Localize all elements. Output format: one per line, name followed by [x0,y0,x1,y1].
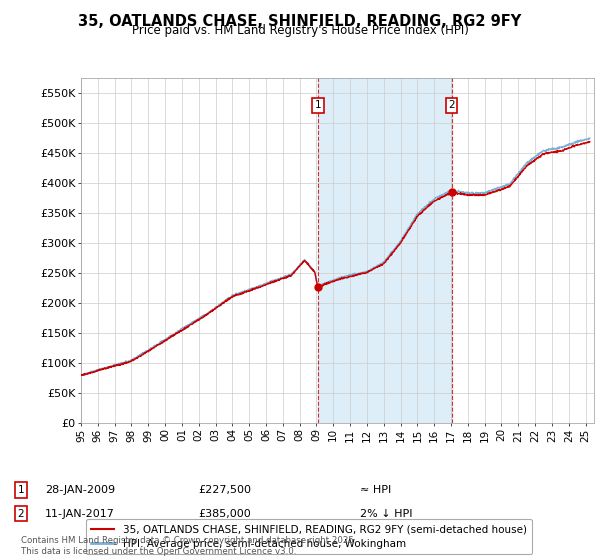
Text: 2% ↓ HPI: 2% ↓ HPI [360,508,413,519]
Text: Contains HM Land Registry data © Crown copyright and database right 2025.
This d: Contains HM Land Registry data © Crown c… [21,536,356,556]
Bar [318,78,452,423]
Text: £385,000: £385,000 [198,508,251,519]
Text: 28-JAN-2009: 28-JAN-2009 [45,485,115,495]
Text: £227,500: £227,500 [198,485,251,495]
Text: 1: 1 [17,485,25,495]
Text: 1: 1 [314,100,321,110]
Text: ≈ HPI: ≈ HPI [360,485,391,495]
Text: Price paid vs. HM Land Registry's House Price Index (HPI): Price paid vs. HM Land Registry's House … [131,24,469,37]
Text: 35, OATLANDS CHASE, SHINFIELD, READING, RG2 9FY: 35, OATLANDS CHASE, SHINFIELD, READING, … [79,14,521,29]
Text: 2: 2 [17,508,25,519]
Legend: 35, OATLANDS CHASE, SHINFIELD, READING, RG2 9FY (semi-detached house), HPI: Aver: 35, OATLANDS CHASE, SHINFIELD, READING, … [86,519,532,554]
Text: 11-JAN-2017: 11-JAN-2017 [45,508,115,519]
Text: 2: 2 [448,100,455,110]
